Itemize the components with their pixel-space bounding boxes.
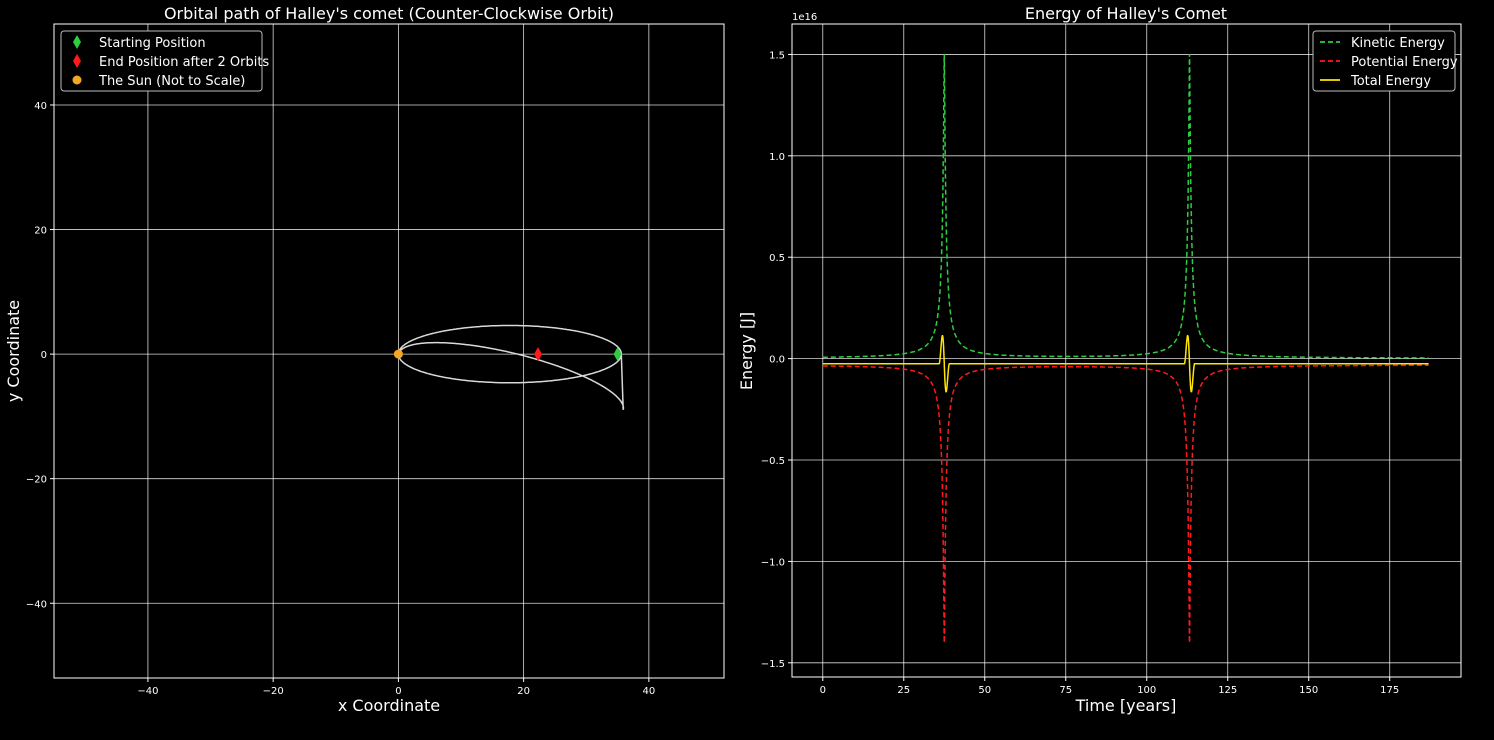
y-tick-label: 40 [34,101,47,112]
series-line-potential-energy [822,364,1429,643]
orbit-ticks: −40 −20 0 20 40 −40 −20 0 20 40 [26,101,655,697]
x-tick-label: 100 [1137,685,1156,696]
y-tick-label: −0.5 [761,456,785,467]
orbit-x-axis-label: x Coordinate [338,696,440,715]
y-tick-label: 0 [41,350,47,361]
legend-marker [73,54,81,68]
y-tick-label: 0.0 [769,355,785,366]
energy-axes-frame [791,23,1462,678]
legend-label: Potential Energy [1351,55,1458,70]
orbit-path [397,324,625,410]
energy-chart-title: Energy of Halley's Comet [1025,4,1227,23]
y-tick-label: 1.5 [769,50,785,61]
x-tick-label: −40 [137,686,158,697]
orbit-grid [54,24,724,678]
x-tick-label: 20 [517,686,530,697]
x-tick-label: 125 [1218,685,1237,696]
energy-grid [792,24,1461,677]
y-tick-label: 0.5 [769,253,785,264]
energy-series [822,53,1429,643]
orbit-axes-frame [53,23,725,679]
y-tick-label: −1.5 [761,659,785,670]
orbit-legend: Starting Position End Position after 2 Or… [60,30,269,92]
orbit-legend-box [60,30,263,92]
y-tick-label: 20 [34,226,47,237]
x-tick-label: 0 [395,686,401,697]
legend-label: End Position after 2 Orbits [99,55,269,70]
marker-starting-position [613,347,622,362]
energy-legend: Kinetic Energy Potential Energy Total Ener… [1312,30,1458,92]
x-tick-label: 25 [897,685,910,696]
legend-label: Kinetic Energy [1351,36,1445,51]
x-tick-label: 50 [978,685,991,696]
x-tick-label: 75 [1059,685,1072,696]
orbit-y-axis-label: y Coordinate [4,300,23,402]
energy-y-axis-label: Energy [J] [737,312,756,390]
energy-ticks: 0 25 50 75 100 125 150 175 −1.5 −1.0 −0.5 0.0 0.5 1.0… [761,50,1400,696]
x-tick-label: −20 [263,686,284,697]
x-tick-label: 40 [642,686,655,697]
energy-chart: Energy of Halley's Comet 0 25 50 75 100 125 15… [737,4,1462,715]
legend-marker [72,75,82,85]
y-tick-label: −40 [26,599,47,610]
x-tick-label: 150 [1299,685,1318,696]
energy-x-axis-label: Time [years] [1075,696,1177,715]
energy-legend-box [1312,30,1456,92]
orbit-chart-title: Orbital path of Halley's comet (Counter-… [164,4,614,23]
x-tick-label: 0 [820,685,826,696]
legend-marker [73,35,81,49]
orbit-chart: Orbital path of Halley's comet (Counter-… [4,4,725,715]
y-tick-label: 1.0 [769,152,785,163]
legend-label: Starting Position [99,36,206,51]
energy-offset-label: 1e16 [792,12,817,23]
sun-marker [393,349,403,359]
y-tick-label: −20 [26,475,47,486]
orbit-trajectory [397,324,625,410]
legend-label: Total Energy [1350,74,1431,89]
marker-end-position-after-2-orbits [534,347,543,362]
legend-label: The Sun (Not to Scale) [98,74,245,89]
series-line-kinetic-energy [822,53,1429,359]
orbit-markers [393,347,622,362]
y-tick-label: −1.0 [761,557,785,568]
series-line-total-energy [822,334,1429,393]
x-tick-label: 175 [1380,685,1399,696]
